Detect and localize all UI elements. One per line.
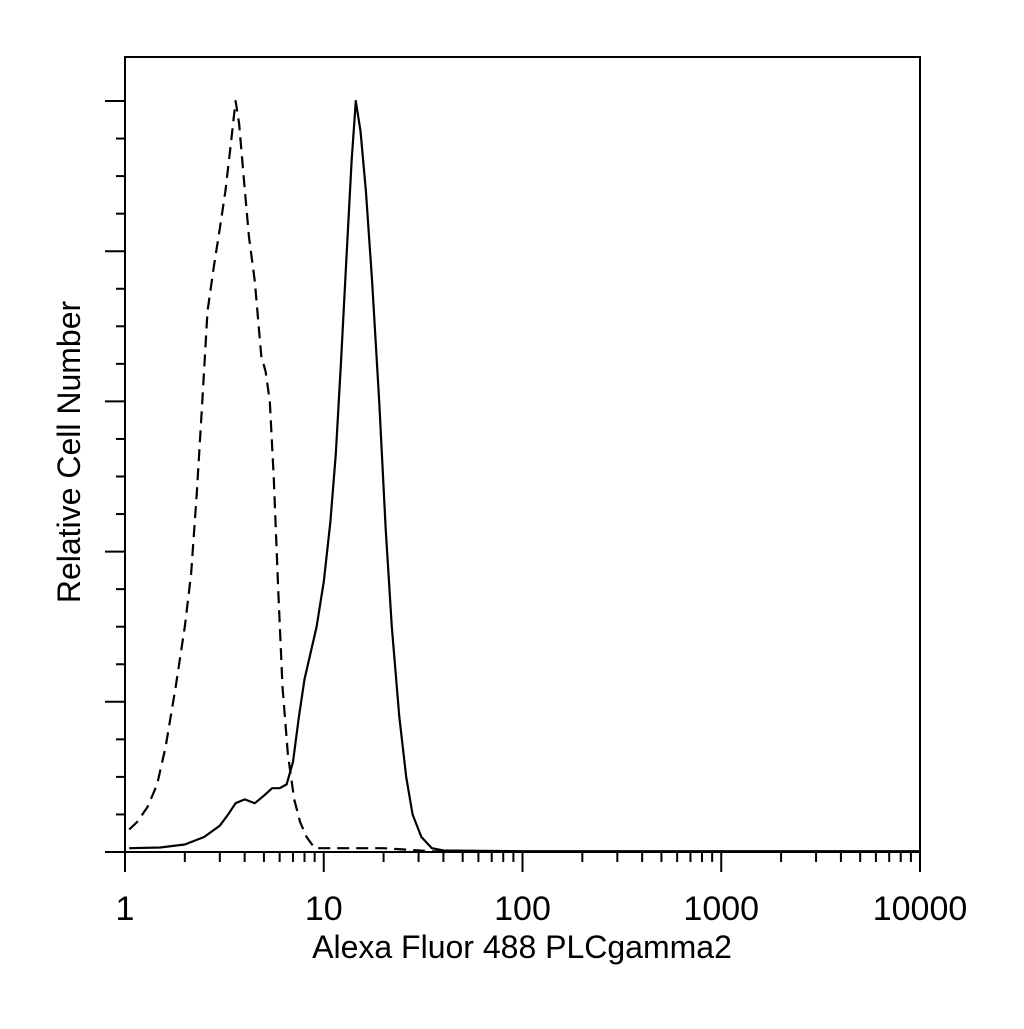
y-axis-title: Relative Cell Number <box>51 300 87 603</box>
x-tick-label: 10 <box>305 890 343 928</box>
x-axis-tick-labels: 1 10 100 1000 10000 <box>116 890 968 928</box>
x-axis-title: Alexa Fluor 488 PLCgamma2 <box>312 929 732 965</box>
x-tick-label: 1000 <box>683 890 759 928</box>
x-tick-label: 1 <box>116 890 135 928</box>
x-axis-ticks <box>124 852 921 872</box>
series-layer <box>128 99 920 854</box>
y-axis-ticks <box>105 100 125 853</box>
x-tick-label: 100 <box>494 890 551 928</box>
dashed-histogram-line <box>128 99 444 854</box>
solid-histogram-line <box>129 99 920 853</box>
x-tick-label: 10000 <box>873 890 968 928</box>
